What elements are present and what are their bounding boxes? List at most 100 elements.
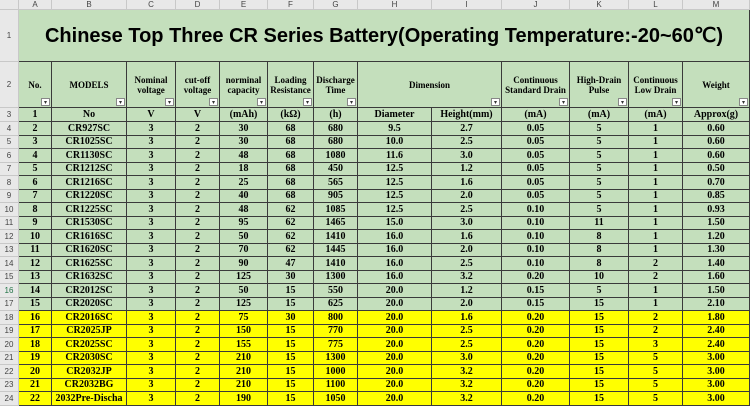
table-cell[interactable]: 20.0 bbox=[358, 378, 432, 392]
table-cell[interactable]: 3.2 bbox=[432, 365, 502, 379]
table-cell[interactable]: 3 bbox=[127, 176, 176, 190]
table-cell[interactable]: 0.10 bbox=[502, 243, 570, 257]
table-cell[interactable]: 155 bbox=[220, 338, 268, 352]
table-cell[interactable]: 3.00 bbox=[683, 365, 750, 379]
table-cell[interactable]: 1.6 bbox=[432, 311, 502, 325]
row-header-3[interactable]: 3 bbox=[0, 108, 19, 122]
table-cell[interactable]: 0.20 bbox=[502, 392, 570, 406]
table-cell[interactable]: CR1216SC bbox=[52, 176, 127, 190]
table-cell[interactable]: CR2020SC bbox=[52, 297, 127, 311]
table-cell[interactable]: 0.05 bbox=[502, 149, 570, 163]
table-cell[interactable]: CR2030SC bbox=[52, 351, 127, 365]
filter-dropdown-icon[interactable]: ▾ bbox=[257, 98, 266, 106]
unit-cell[interactable]: (mA) bbox=[570, 108, 629, 122]
header-continuous-low-drain[interactable]: Continuous Low Drain ▾ bbox=[629, 62, 683, 108]
table-cell[interactable]: CR1530SC bbox=[52, 216, 127, 230]
table-cell[interactable]: 15 bbox=[570, 297, 629, 311]
column-header-c[interactable]: C bbox=[127, 0, 176, 10]
table-cell[interactable]: 2 bbox=[176, 324, 220, 338]
table-cell[interactable]: 15.0 bbox=[358, 216, 432, 230]
table-cell[interactable]: 20.0 bbox=[358, 365, 432, 379]
table-cell[interactable]: 12 bbox=[19, 257, 52, 271]
table-cell[interactable]: 1.30 bbox=[683, 243, 750, 257]
table-cell[interactable]: 0.60 bbox=[683, 122, 750, 136]
filter-dropdown-icon[interactable]: ▾ bbox=[559, 98, 568, 106]
filter-dropdown-icon[interactable]: ▾ bbox=[347, 98, 356, 106]
table-cell[interactable]: 0.85 bbox=[683, 189, 750, 203]
table-cell[interactable]: 1 bbox=[629, 297, 683, 311]
table-cell[interactable]: 1.2 bbox=[432, 284, 502, 298]
table-cell[interactable]: 48 bbox=[220, 149, 268, 163]
table-cell[interactable]: 2 bbox=[176, 216, 220, 230]
column-header-b[interactable]: B bbox=[52, 0, 127, 10]
row-header-17[interactable]: 17 bbox=[0, 297, 19, 311]
table-cell[interactable]: 1465 bbox=[314, 216, 358, 230]
table-cell[interactable]: 3.0 bbox=[432, 149, 502, 163]
table-cell[interactable]: 5 bbox=[570, 203, 629, 217]
table-cell[interactable]: 2.7 bbox=[432, 122, 502, 136]
header-cutoff-voltage[interactable]: cut-off voltage ▾ bbox=[176, 62, 220, 108]
table-cell[interactable]: 15 bbox=[268, 351, 314, 365]
table-cell[interactable]: 21 bbox=[19, 378, 52, 392]
table-cell[interactable]: 5 bbox=[19, 162, 52, 176]
table-cell[interactable]: 30 bbox=[220, 135, 268, 149]
table-cell[interactable]: CR1130SC bbox=[52, 149, 127, 163]
row-header-14[interactable]: 14 bbox=[0, 257, 19, 271]
table-cell[interactable]: 25 bbox=[220, 176, 268, 190]
table-cell[interactable]: 1410 bbox=[314, 230, 358, 244]
table-cell[interactable]: 680 bbox=[314, 135, 358, 149]
table-cell[interactable]: 1 bbox=[629, 203, 683, 217]
table-cell[interactable]: CR2025SC bbox=[52, 338, 127, 352]
table-cell[interactable]: 210 bbox=[220, 378, 268, 392]
table-cell[interactable]: 625 bbox=[314, 297, 358, 311]
table-cell[interactable]: 2 bbox=[629, 270, 683, 284]
table-cell[interactable]: CR927SC bbox=[52, 122, 127, 136]
table-cell[interactable]: 0.10 bbox=[502, 216, 570, 230]
header-nominal-capacity[interactable]: norminal capacity ▾ bbox=[220, 62, 268, 108]
table-cell[interactable]: 6 bbox=[19, 176, 52, 190]
table-cell[interactable]: 8 bbox=[570, 243, 629, 257]
table-cell[interactable]: CR1620SC bbox=[52, 243, 127, 257]
table-cell[interactable]: 15 bbox=[268, 324, 314, 338]
table-cell[interactable]: 3 bbox=[127, 216, 176, 230]
table-cell[interactable]: 210 bbox=[220, 351, 268, 365]
table-cell[interactable]: 3 bbox=[127, 378, 176, 392]
table-cell[interactable]: 30 bbox=[268, 311, 314, 325]
table-cell[interactable]: 0.15 bbox=[502, 297, 570, 311]
table-cell[interactable]: 15 bbox=[268, 284, 314, 298]
table-cell[interactable]: 2.40 bbox=[683, 338, 750, 352]
row-header-6[interactable]: 6 bbox=[0, 149, 19, 163]
table-cell[interactable]: 0.05 bbox=[502, 135, 570, 149]
header-loading-resistance[interactable]: Loading Resistance ▾ bbox=[268, 62, 314, 108]
table-cell[interactable]: 95 bbox=[220, 216, 268, 230]
table-cell[interactable]: 47 bbox=[268, 257, 314, 271]
table-cell[interactable]: 0.05 bbox=[502, 189, 570, 203]
table-cell[interactable]: 2 bbox=[176, 284, 220, 298]
row-header-21[interactable]: 21 bbox=[0, 351, 19, 365]
table-cell[interactable]: CR1225SC bbox=[52, 203, 127, 217]
table-cell[interactable]: 20.0 bbox=[358, 392, 432, 406]
table-cell[interactable]: 16 bbox=[19, 311, 52, 325]
header-high-drain-pulse[interactable]: High-Drain Pulse ▾ bbox=[570, 62, 629, 108]
table-cell[interactable]: 15 bbox=[570, 365, 629, 379]
table-cell[interactable]: 1085 bbox=[314, 203, 358, 217]
filter-dropdown-icon[interactable]: ▾ bbox=[491, 98, 500, 106]
header-no[interactable]: No. ▾ bbox=[19, 62, 52, 108]
table-cell[interactable]: 68 bbox=[268, 135, 314, 149]
table-cell[interactable]: 0.05 bbox=[502, 162, 570, 176]
table-cell[interactable]: 2 bbox=[176, 311, 220, 325]
column-header-i[interactable]: I bbox=[432, 0, 502, 10]
row-header-18[interactable]: 18 bbox=[0, 311, 19, 325]
table-cell[interactable]: 0.05 bbox=[502, 122, 570, 136]
table-cell[interactable]: 10 bbox=[570, 270, 629, 284]
table-cell[interactable]: 5 bbox=[570, 284, 629, 298]
table-cell[interactable]: 905 bbox=[314, 189, 358, 203]
table-cell[interactable]: 12.5 bbox=[358, 176, 432, 190]
row-header-13[interactable]: 13 bbox=[0, 243, 19, 257]
header-dimension[interactable]: Dimension ▾ bbox=[358, 62, 502, 108]
table-cell[interactable]: 0.50 bbox=[683, 162, 750, 176]
select-all-corner[interactable] bbox=[0, 0, 19, 10]
unit-cell[interactable]: V bbox=[127, 108, 176, 122]
column-header-e[interactable]: E bbox=[220, 0, 268, 10]
table-cell[interactable]: 2.5 bbox=[432, 135, 502, 149]
